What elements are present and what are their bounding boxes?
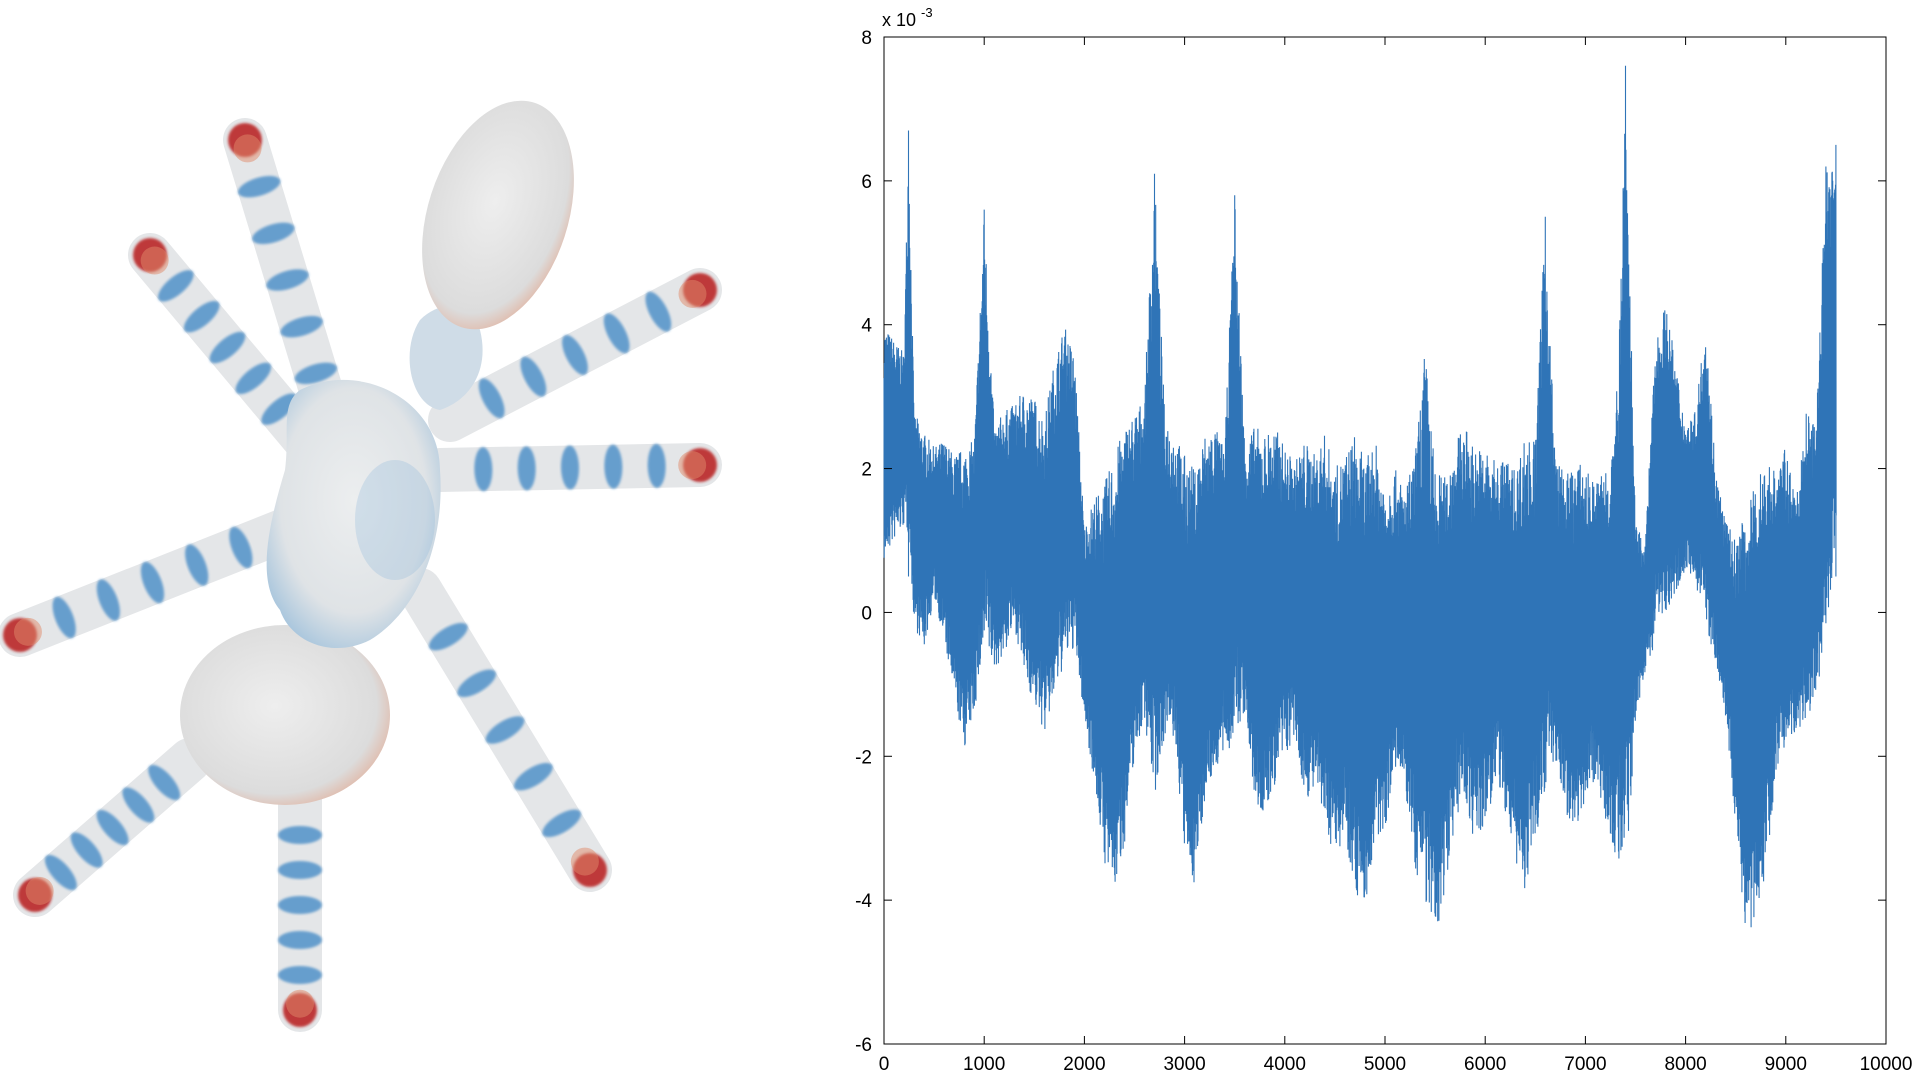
- x-tick-label: 7000: [1564, 1054, 1606, 1074]
- y-tick-label: 6: [861, 172, 872, 193]
- mesh-leg: [13, 738, 212, 917]
- mesh-leg: [428, 268, 722, 442]
- mesh-legs: [0, 118, 722, 1032]
- y-tick-label: 2: [861, 460, 872, 481]
- chart-panel: 0 1000 2000 3000 4000 5000 6000 7000 8000 9000 100…: [820, 0, 1920, 1075]
- mesh-leg: [418, 443, 722, 492]
- mesh-neck: [409, 306, 483, 410]
- y-exponent-label: x 10 -3: [882, 5, 933, 30]
- line-chart: 0 1000 2000 3000 4000 5000 6000 7000 8000 9000 100…: [855, 5, 1913, 1075]
- y-tick-label: -4: [855, 891, 872, 912]
- y-tick-label: -2: [855, 747, 872, 768]
- y-tick-label: 8: [861, 28, 872, 49]
- series-line: [883, 65, 1837, 928]
- mesh-lower-bulb: [180, 625, 390, 805]
- mesh-head: [422, 100, 574, 330]
- plot-area: [883, 36, 1887, 1045]
- mesh-svg: [0, 100, 722, 1032]
- x-tick-label: 4000: [1264, 1054, 1306, 1074]
- x-tick-label: 1000: [963, 1054, 1005, 1074]
- x-tick-label: 3000: [1163, 1054, 1205, 1074]
- x-tick-label: 8000: [1664, 1054, 1706, 1074]
- x-tick-label: 9000: [1765, 1054, 1807, 1074]
- x-tick-label: 6000: [1464, 1054, 1506, 1074]
- mesh-leg: [128, 233, 327, 462]
- y-exponent-power: -3: [921, 5, 933, 20]
- mesh-rendering: [0, 0, 780, 1074]
- y-tick-label: -6: [855, 1035, 872, 1056]
- x-tick-label: 10000: [1860, 1054, 1913, 1074]
- x-axis: 0 1000 2000 3000 4000 5000 6000 7000 8000 9000 100…: [879, 37, 1913, 1075]
- x-tick-label: 0: [879, 1054, 890, 1074]
- mesh-leg: [223, 118, 352, 442]
- mesh-leg: [398, 568, 612, 892]
- mesh-leg: [278, 778, 322, 1032]
- y-axis: -6 -4 -2 0 2 4 6 8: [855, 28, 1886, 1056]
- mesh-leg: [0, 508, 307, 657]
- x-tick-label: 2000: [1063, 1054, 1105, 1074]
- mesh-central-body: [266, 379, 441, 649]
- x-tick-label: 5000: [1364, 1054, 1406, 1074]
- mesh-shading: [355, 460, 435, 580]
- y-tick-label: 0: [861, 603, 872, 624]
- y-tick-label: 4: [861, 316, 872, 337]
